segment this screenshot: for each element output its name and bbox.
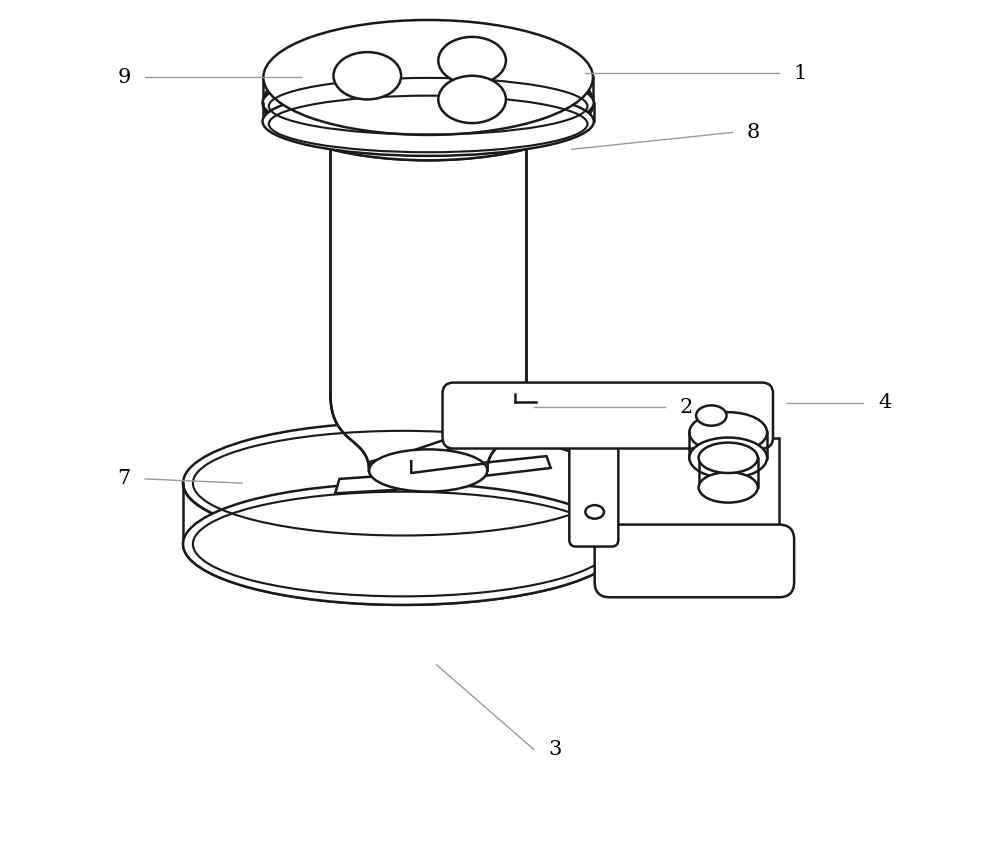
- Ellipse shape: [183, 483, 623, 605]
- Ellipse shape: [263, 69, 594, 137]
- Ellipse shape: [585, 505, 604, 519]
- Ellipse shape: [263, 20, 593, 135]
- Text: 3: 3: [548, 740, 562, 759]
- Ellipse shape: [699, 443, 758, 473]
- Ellipse shape: [438, 75, 506, 123]
- Ellipse shape: [333, 52, 401, 99]
- Text: 4: 4: [878, 393, 891, 412]
- Ellipse shape: [263, 45, 593, 160]
- Text: 8: 8: [747, 123, 760, 142]
- Text: 7: 7: [117, 470, 131, 488]
- Ellipse shape: [330, 101, 526, 142]
- Polygon shape: [335, 456, 551, 494]
- Polygon shape: [310, 121, 526, 471]
- Ellipse shape: [263, 87, 594, 156]
- Ellipse shape: [183, 422, 623, 544]
- Ellipse shape: [696, 405, 727, 426]
- Ellipse shape: [689, 438, 767, 478]
- Ellipse shape: [699, 472, 758, 503]
- Ellipse shape: [438, 37, 506, 84]
- Polygon shape: [369, 426, 551, 475]
- FancyBboxPatch shape: [595, 525, 794, 597]
- Text: 9: 9: [117, 68, 131, 87]
- Ellipse shape: [689, 412, 767, 453]
- Ellipse shape: [369, 449, 487, 492]
- FancyBboxPatch shape: [569, 431, 618, 547]
- Text: 2: 2: [679, 398, 693, 416]
- Text: 1: 1: [793, 64, 807, 83]
- FancyBboxPatch shape: [443, 382, 773, 449]
- Bar: [610, 438, 779, 544]
